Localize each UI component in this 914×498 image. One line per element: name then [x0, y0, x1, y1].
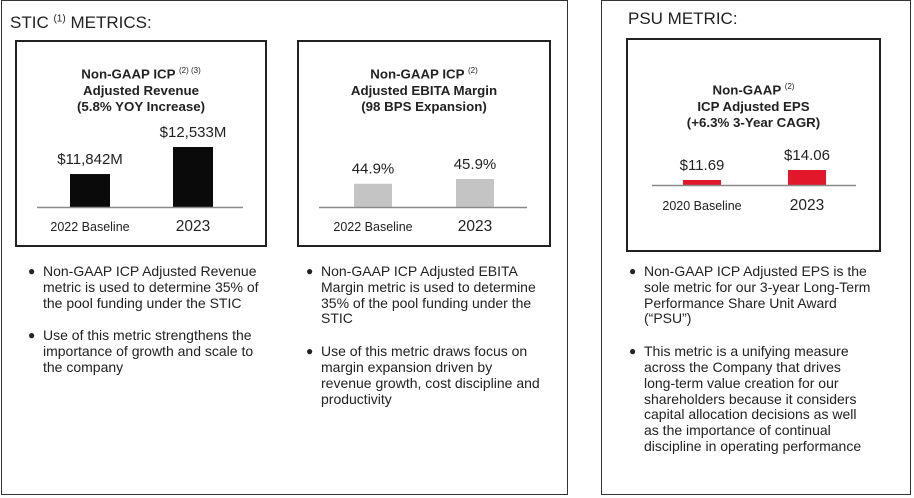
psu-panel-title: PSU METRIC: [628, 9, 738, 28]
eps-bullet-list: ● Non-GAAP ICP Adjusted EPS is the sole m… [629, 263, 875, 472]
list-item: ● Non-GAAP ICP Adjusted Revenue metric is… [28, 263, 259, 311]
stic-footnote-marker: (1) [53, 13, 66, 25]
category-label: 2023 [790, 197, 824, 214]
category-label: 2022 Baseline [333, 220, 412, 234]
bar-value-label: $11.69 [680, 157, 725, 174]
category-label: 2023 [458, 218, 492, 235]
bar-value-label: 44.9% [352, 161, 395, 178]
ebita-margin-card-title: Non-GAAP ICP (2) Adjusted EBITA Margin (… [350, 66, 498, 115]
category-label: 2023 [176, 218, 210, 235]
bar-2023 [788, 170, 826, 185]
bullet-dot-icon: ● [28, 328, 36, 343]
list-item: ● Non-GAAP ICP Adjusted EPS is the sole m… [629, 263, 871, 327]
list-item: ● Use of this metric strengthens the impo… [28, 327, 254, 375]
bar-value-label: $14.06 [784, 147, 830, 164]
bar-2020-baseline [683, 179, 721, 185]
list-item: ● This metric is a unifying measure acros… [629, 343, 862, 454]
list-item: ● Use of this metric draws focus on margi… [306, 343, 540, 407]
stic-metrics-panel: STIC (1) METRICS: [1, 0, 568, 495]
bar-value-label: $12,533M [160, 124, 227, 141]
list-item: ● Non-GAAP ICP Adjusted EBITA Margin metr… [306, 263, 536, 327]
revenue-metric-card: Non-GAAP ICP (2) (3) Adjusted Revenue (5… [15, 40, 267, 247]
bar-2023 [173, 147, 213, 207]
ebita-margin-metric-card: Non-GAAP ICP (2) Adjusted EBITA Margin (… [297, 40, 551, 247]
ebita-margin-bar-chart: 44.9% 2022 Baseline 45.9% 2023 [319, 156, 527, 235]
bullet-dot-icon: ● [629, 344, 637, 359]
ebita-margin-bullet-list: ● Non-GAAP ICP Adjusted EBITA Margin metr… [306, 263, 546, 424]
bar-value-label: $11,842M [57, 151, 123, 168]
bar-2023 [456, 179, 494, 207]
bar-value-label: 45.9% [454, 156, 497, 173]
eps-card-title: Non-GAAP (2) ICP Adjusted EPS (+6.3% 3-Y… [686, 82, 821, 131]
psu-metric-panel: PSU METRIC: [601, 0, 911, 495]
bullet-dot-icon: ● [28, 264, 36, 278]
category-label: 2020 Baseline [662, 199, 741, 213]
revenue-bar-chart: $11,842M 2022 Baseline $12,533M 2023 [37, 124, 243, 235]
category-label: 2022 Baseline [50, 220, 129, 234]
revenue-card-title: Non-GAAP ICP (2) (3) Adjusted Revenue (5… [76, 66, 206, 115]
revenue-bullet-list: ● Non-GAAP ICP Adjusted Revenue metric is… [28, 263, 266, 393]
bullet-dot-icon: ● [306, 264, 314, 278]
bar-2022-baseline [354, 183, 392, 207]
bullet-dot-icon: ● [306, 344, 314, 359]
stic-panel-title: STIC (1) METRICS: [10, 13, 152, 32]
eps-metric-card: Non-GAAP (2) ICP Adjusted EPS (+6.3% 3-Y… [626, 38, 881, 252]
bar-2022-baseline [70, 174, 110, 207]
bullet-dot-icon: ● [629, 264, 637, 278]
eps-bar-chart: $11.69 2020 Baseline $14.06 2023 [652, 147, 856, 214]
